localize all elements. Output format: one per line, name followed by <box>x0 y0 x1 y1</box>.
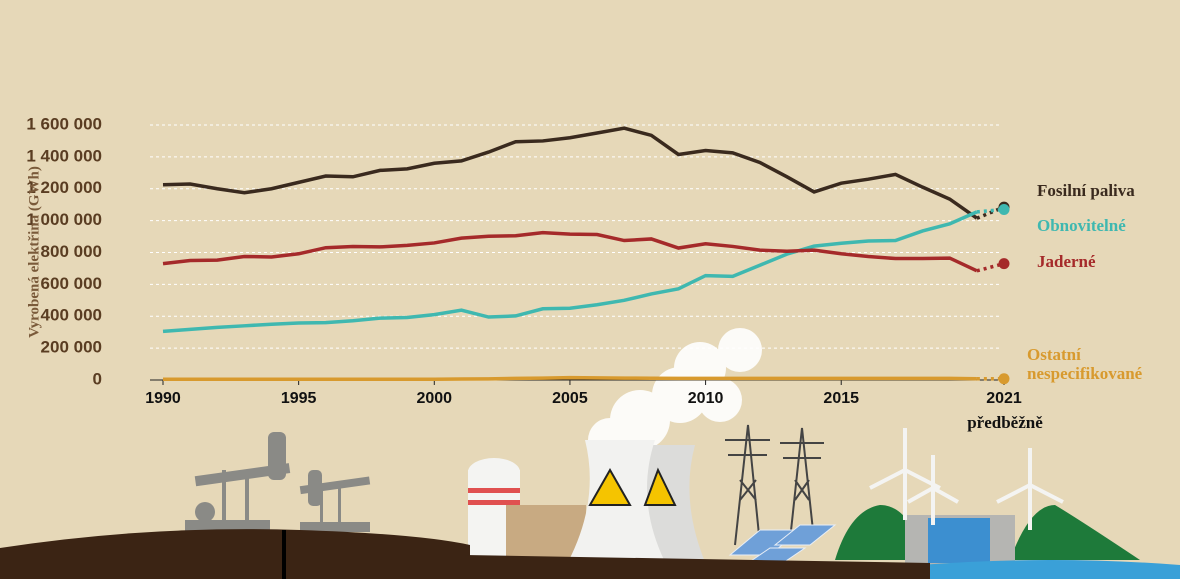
end-point <box>998 258 1010 270</box>
y-tick-label: 800 000 <box>41 242 102 261</box>
spillway <box>928 518 990 563</box>
x-tick-label: 2021 <box>986 390 1022 407</box>
illustration <box>0 328 1180 579</box>
well <box>282 530 286 579</box>
end-point <box>998 203 1010 215</box>
y-axis-label: Vyrobená elektřina (GWh) <box>26 166 42 338</box>
ground <box>465 555 930 579</box>
building <box>506 505 586 560</box>
solar-panel <box>728 524 837 566</box>
x-tick-label: 2005 <box>552 390 588 407</box>
series-line <box>162 126 978 220</box>
series-label: Jaderné <box>1037 252 1096 271</box>
series-line <box>162 230 978 273</box>
ground <box>0 529 470 579</box>
x-tick-label: 1995 <box>281 390 317 407</box>
stripe <box>468 488 520 493</box>
warning-sign <box>588 467 632 506</box>
hill <box>835 505 925 560</box>
pylon <box>725 424 824 546</box>
y-tick-label: 600 000 <box>41 274 102 293</box>
plot: 0 200 000 400 000 600 000 800 000 1 000 000 1 … <box>26 114 1022 407</box>
y-tick-label: 0 <box>93 369 102 388</box>
y-tick-label: 1 000 000 <box>26 210 102 229</box>
hill <box>1010 505 1140 560</box>
end-point <box>998 373 1010 385</box>
x-tick-label: 2015 <box>823 390 859 407</box>
x-tick-label: 2000 <box>416 390 452 407</box>
series-line <box>163 375 977 381</box>
x-tick-label: 2010 <box>688 390 724 407</box>
y-tick-label: 400 000 <box>41 306 102 325</box>
series-line <box>162 210 978 334</box>
warning-sign <box>643 467 677 506</box>
stripe <box>468 500 520 505</box>
water <box>920 560 1180 579</box>
series-label: Obnovitelné <box>1037 216 1126 235</box>
y-tick-label: 1 600 000 <box>26 114 102 133</box>
reactor-dome <box>468 458 520 486</box>
wind-turbine <box>869 428 1064 530</box>
y-tick-label: 200 000 <box>41 338 102 357</box>
pump-jack <box>185 432 371 532</box>
series-label: Ostatní nespecifikované <box>1027 345 1143 383</box>
y-tick-label: 1 200 000 <box>26 178 102 197</box>
x-tick-label: 1990 <box>145 390 181 407</box>
series-label: Fosilní paliva <box>1037 181 1135 200</box>
y-tick-label: 1 400 000 <box>26 146 102 165</box>
annotation: předběžně <box>967 413 1043 432</box>
preliminary-line <box>976 205 1005 220</box>
